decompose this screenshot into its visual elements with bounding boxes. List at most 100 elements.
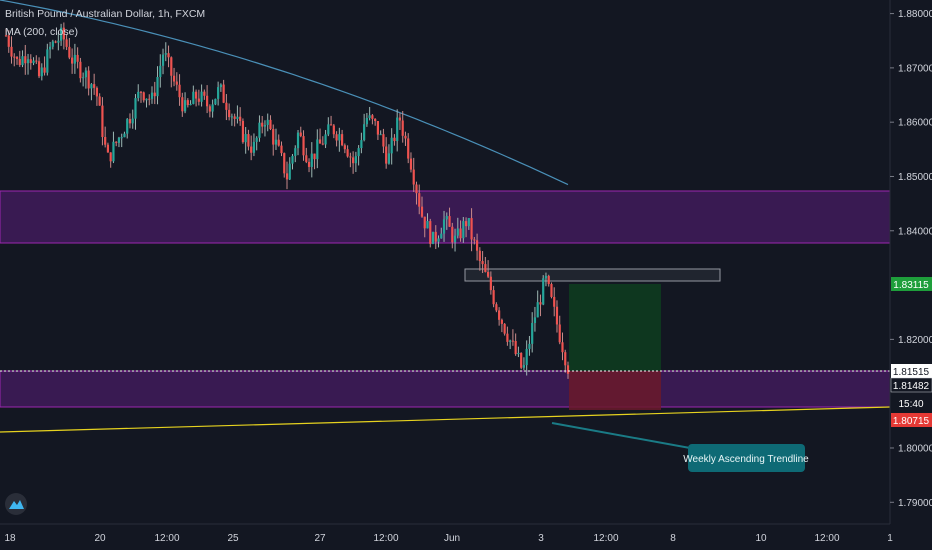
candle-body <box>503 323 506 334</box>
candle-body <box>206 95 209 107</box>
candle-body <box>228 109 231 118</box>
candle-body <box>95 87 99 97</box>
candle-body <box>112 141 115 162</box>
candle-body <box>10 46 13 57</box>
candle-body <box>514 341 517 355</box>
y-tick-label: 1.84000 <box>898 226 932 237</box>
candle-body <box>183 100 187 112</box>
candle-body <box>310 153 313 167</box>
candle-body <box>423 216 426 229</box>
candle-body <box>420 206 424 217</box>
candle-body <box>517 352 520 355</box>
candle-body <box>225 102 228 110</box>
candle-body <box>498 310 501 320</box>
candle-body <box>139 91 143 93</box>
candle-body <box>324 134 327 145</box>
weekly-trendline[interactable] <box>0 406 891 433</box>
candle-body <box>544 275 548 279</box>
candle-body <box>283 153 286 174</box>
candle-body <box>453 235 457 243</box>
candle-body <box>272 129 275 145</box>
y-tick-label: 1.86000 <box>898 118 932 129</box>
candle-body <box>123 133 126 138</box>
x-tick-label: 20 <box>94 533 106 544</box>
candle-body <box>244 134 247 143</box>
candle-body <box>46 49 49 73</box>
candle-body <box>93 84 96 88</box>
moving-average-line <box>0 0 569 186</box>
candle-body <box>404 135 407 139</box>
candle-body <box>478 250 481 262</box>
x-tick-label: 25 <box>227 533 239 544</box>
candle-body <box>396 117 399 142</box>
candle-body <box>374 118 377 122</box>
candle-body <box>440 233 443 239</box>
candle-body <box>459 228 462 239</box>
x-tick-label: 10 <box>755 533 767 544</box>
entry-price-badge <box>891 364 932 378</box>
candle-body <box>448 216 451 227</box>
candle-body <box>32 60 35 64</box>
tradingview-logo-icon[interactable] <box>5 493 27 515</box>
y-tick-label: 1.88000 <box>898 9 932 20</box>
candle-body <box>24 56 27 64</box>
consolidation-box[interactable] <box>464 268 721 282</box>
candle-body <box>62 27 65 40</box>
candle-body <box>274 139 278 145</box>
candle-body <box>263 124 267 127</box>
candle-body <box>464 221 468 227</box>
candles <box>4 22 570 379</box>
x-tick-label: 1 <box>887 533 893 544</box>
candle-body <box>87 70 90 89</box>
candle-body <box>470 218 473 240</box>
candle-body <box>156 77 159 97</box>
indicator-label[interactable]: MA (200, close) <box>5 26 78 38</box>
candle-body <box>120 137 123 139</box>
candle-body <box>321 143 324 145</box>
candle-body <box>54 41 57 43</box>
y-tick-label: 1.85000 <box>898 172 932 183</box>
candle-body <box>335 134 338 141</box>
position-target-area[interactable] <box>569 284 661 371</box>
symbol-title[interactable]: British Pound / Australian Dollar, 1h, F… <box>5 8 205 20</box>
candle-body <box>360 140 363 149</box>
candle-body <box>164 53 167 55</box>
position-stop-area[interactable] <box>569 371 661 410</box>
candle-body <box>29 59 32 64</box>
candle-body <box>247 134 250 147</box>
candle-body <box>371 115 374 119</box>
annotation-callout[interactable] <box>688 444 805 472</box>
candle-body <box>128 119 132 124</box>
x-tick-label: 12:00 <box>154 533 179 544</box>
last-price-label: 1.81482 <box>893 381 930 392</box>
candle-body <box>442 219 446 234</box>
candle-body <box>115 141 118 143</box>
candle-body <box>296 132 300 149</box>
candle-body <box>170 57 173 76</box>
candle-body <box>294 148 297 156</box>
candle-body <box>390 137 393 154</box>
candle-body <box>349 156 352 158</box>
candle-body <box>332 125 335 135</box>
candle-body <box>252 141 256 153</box>
candle-body <box>418 193 421 207</box>
candle-body <box>437 238 440 242</box>
candle-body <box>467 218 470 227</box>
candle-body <box>445 216 448 220</box>
candle-body <box>382 134 385 147</box>
x-tick-label: 27 <box>314 533 326 544</box>
candle-body <box>533 317 537 323</box>
candle-body <box>500 319 503 324</box>
candle-body <box>159 65 162 78</box>
candle-body <box>181 97 184 112</box>
candle-body <box>15 56 19 59</box>
countdown-label: 15:40 <box>898 399 923 410</box>
time-scale[interactable] <box>0 525 932 550</box>
candle-body <box>65 39 68 47</box>
price-scale[interactable] <box>891 0 932 524</box>
candle-body <box>363 124 366 141</box>
candle-body <box>90 84 93 89</box>
target-price-label: 1.83115 <box>893 280 929 291</box>
candle-body <box>219 84 222 88</box>
